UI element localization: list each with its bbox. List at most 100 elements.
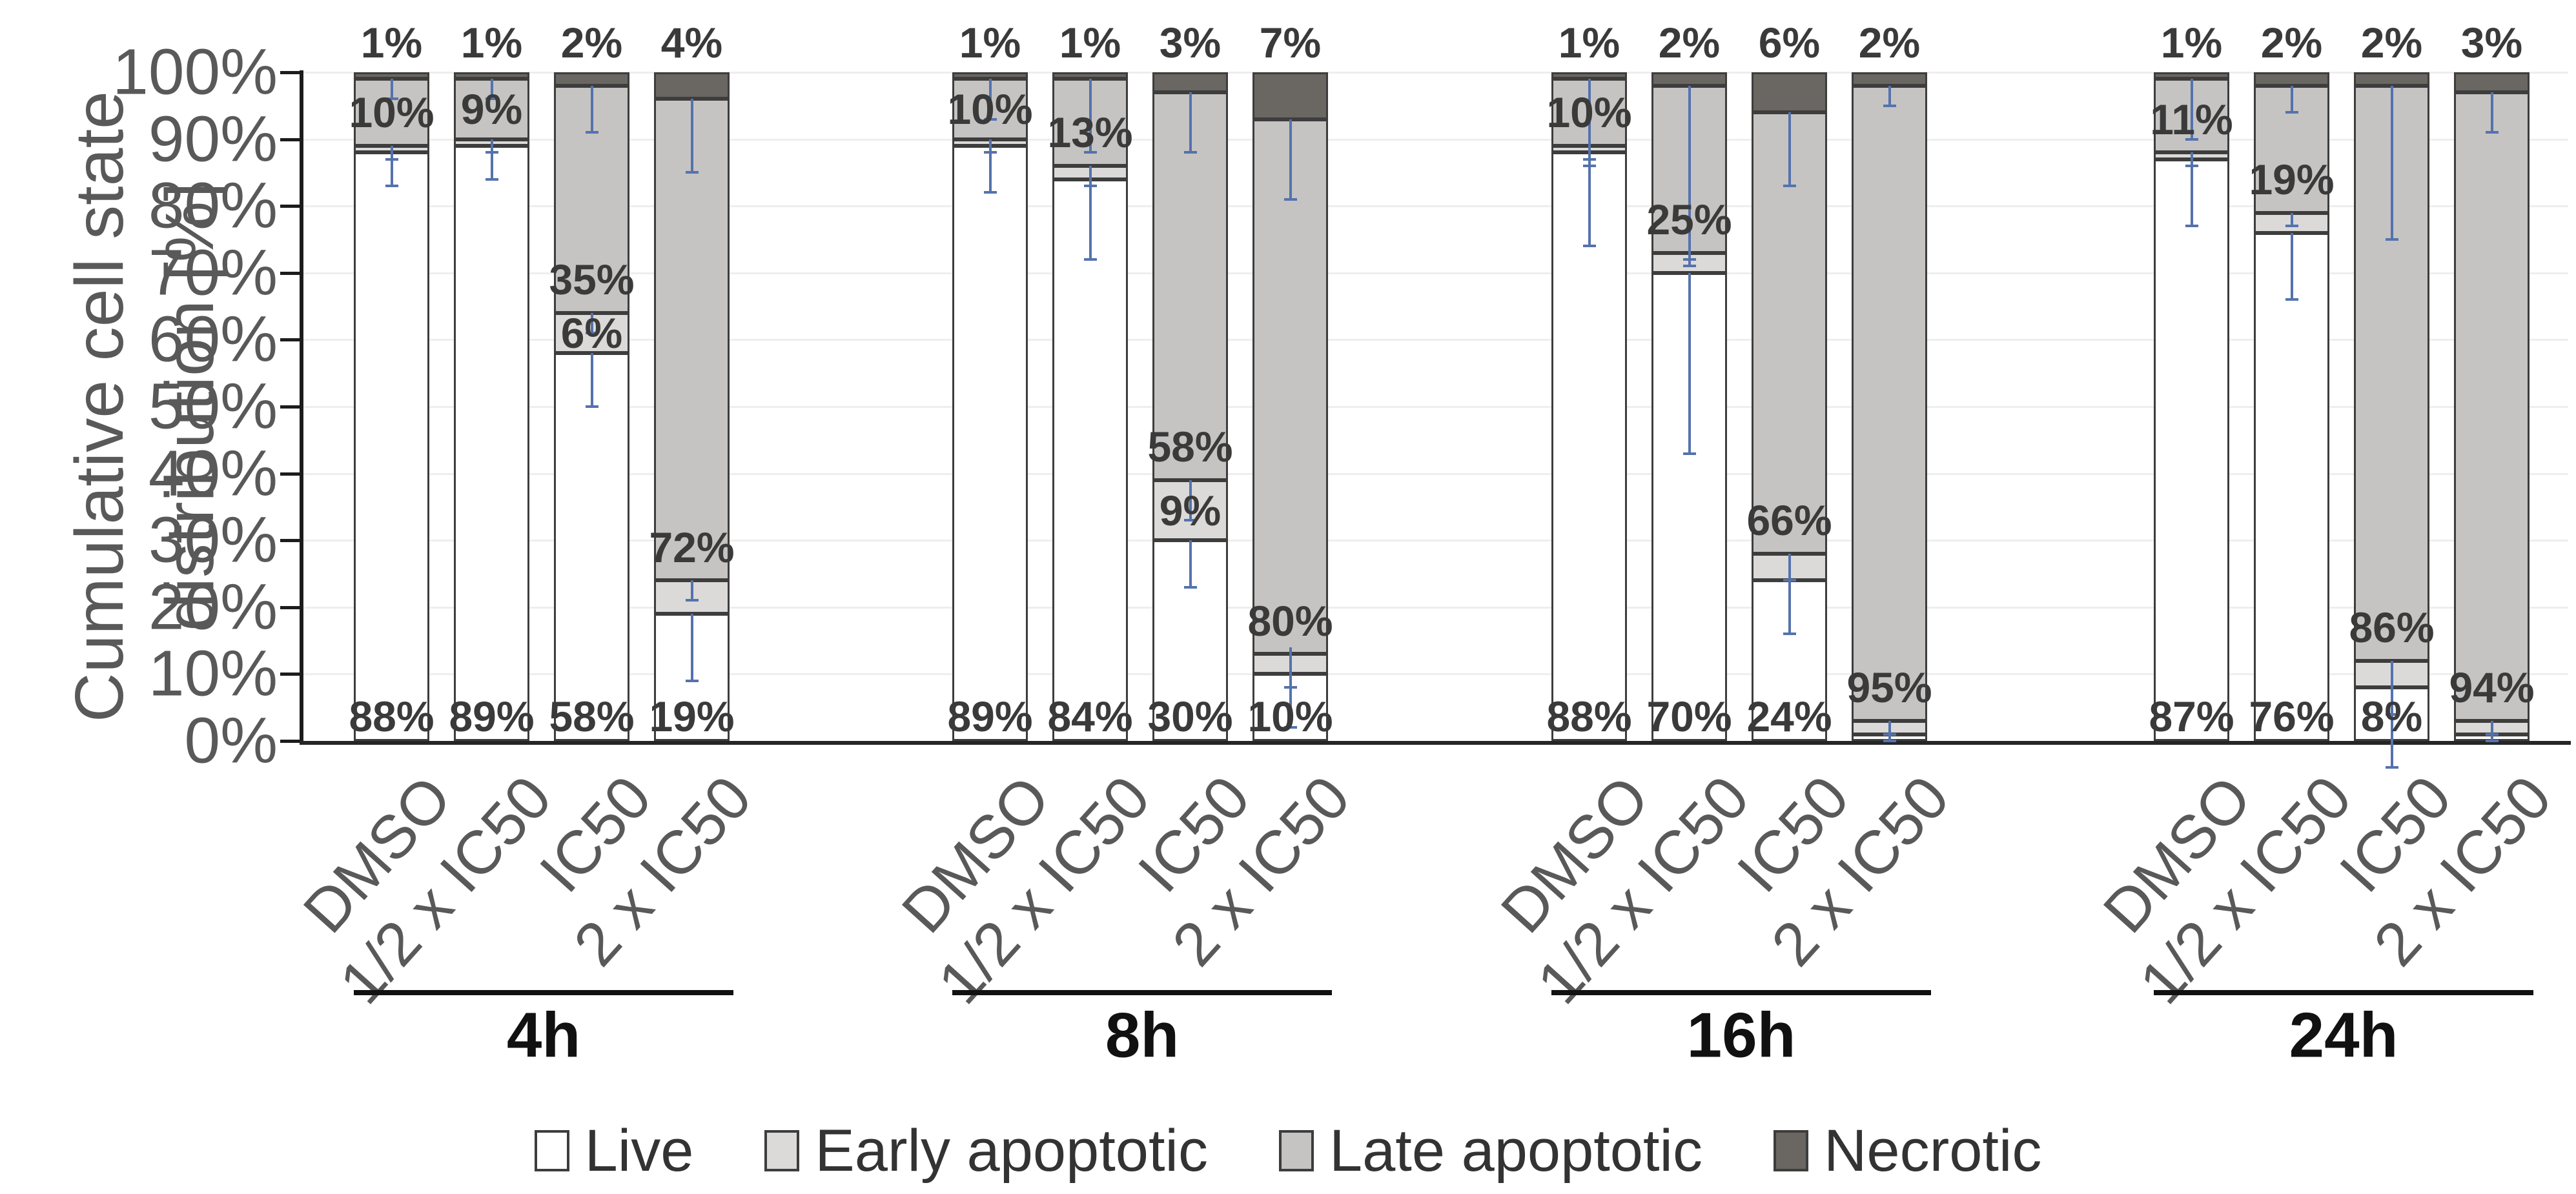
y-tick: [280, 673, 303, 676]
y-tick-label: 20%: [148, 571, 278, 643]
error-bar: [1888, 85, 1891, 106]
bar-segment-late-apoptotic: [1852, 85, 1927, 721]
error-bar-cap: [2285, 298, 2298, 301]
error-bar: [1089, 179, 1092, 260]
bar-segment-necrotic: [952, 72, 1028, 79]
error-bar: [2490, 720, 2493, 734]
bar-segment-live: [454, 145, 529, 741]
error-bar-cap: [983, 117, 997, 121]
segment-label-late-apoptotic: 80%: [1247, 596, 1333, 645]
bar-segment-live: [554, 353, 629, 741]
time-underline: [1551, 990, 1931, 995]
bar-segment-necrotic: [2454, 72, 2530, 93]
error-bar-cap: [685, 171, 699, 174]
segment-label-live: 87%: [2149, 693, 2234, 740]
error-bar-cap: [685, 679, 699, 682]
time-underline: [2154, 990, 2533, 995]
error-bar-cap: [1283, 726, 1297, 729]
error-bar: [1688, 252, 1691, 267]
bar-segment-late-apoptotic: [1152, 92, 1228, 480]
error-bar: [590, 353, 593, 407]
bar-segment-late-apoptotic: [2454, 92, 2530, 721]
bar-segment-necrotic: [2354, 72, 2429, 86]
legend-item: Necrotic: [1773, 1117, 2041, 1185]
error-bar-cap: [585, 332, 598, 335]
error-bar-cap: [2485, 740, 2499, 742]
error-bar-cap: [1783, 632, 1796, 636]
bar-segment-necrotic: [1651, 72, 1727, 86]
necrotic-value-label: 2%: [1658, 19, 1721, 66]
error-bar-cap: [2285, 225, 2298, 228]
time-underline: [354, 990, 733, 995]
y-gridline: [303, 272, 2568, 274]
segment-label-late-apoptotic: 13%: [1047, 108, 1133, 157]
legend: Live Early apoptotic Late apoptotic Necroti…: [0, 1109, 2576, 1193]
error-bar: [1588, 79, 1591, 167]
y-tick: [280, 71, 303, 74]
bar-segment-necrotic: [1551, 72, 1627, 79]
error-bar: [2390, 687, 2393, 768]
necrotic-value-label: 3%: [2460, 19, 2523, 66]
y-gridline: [303, 205, 2568, 208]
y-tick-label: 0%: [184, 704, 278, 777]
error-bar-cap: [1183, 519, 1197, 522]
bar-segment-necrotic: [2154, 72, 2229, 79]
y-gridline: [303, 606, 2568, 609]
segment-label-live: 89%: [449, 693, 535, 740]
necrotic-value-label: 1%: [2160, 19, 2223, 66]
y-tick: [280, 271, 303, 275]
bar-segment-live: [952, 145, 1028, 741]
legend-swatch-live: [534, 1130, 569, 1171]
segment-label-late-apoptotic: 19%: [2249, 155, 2335, 203]
y-tick-label: 10%: [148, 637, 278, 710]
y-tick-label: 30%: [148, 503, 278, 576]
y-gridline: [303, 406, 2568, 408]
segment-label-live: 30%: [1147, 693, 1233, 740]
error-bar-cap: [385, 97, 398, 101]
necrotic-value-label: 7%: [1259, 19, 1322, 66]
segment-label-late-apoptotic: 10%: [947, 85, 1033, 133]
error-bar: [2290, 85, 2293, 113]
error-bar: [1089, 166, 1092, 187]
error-bar: [988, 145, 992, 193]
y-tick: [280, 137, 303, 141]
y-tick-label: 50%: [148, 370, 278, 443]
bar-segment-live: [1052, 179, 1128, 741]
y-gridline: [303, 339, 2568, 341]
segment-label-late-apoptotic: 25%: [1646, 195, 1732, 243]
segment-label-live: 89%: [947, 693, 1033, 740]
error-bar: [1788, 112, 1791, 187]
y-tick-label: 90%: [148, 103, 278, 176]
bar-segment-necrotic: [1152, 72, 1228, 93]
time-label: 24h: [2289, 999, 2398, 1071]
bar-segment-late-apoptotic: [654, 99, 730, 581]
error-bar: [1888, 720, 1891, 734]
segment-label-late-apoptotic: 10%: [349, 88, 434, 137]
segment-label-late-apoptotic: 11%: [2150, 95, 2233, 143]
necrotic-value-label: 4%: [660, 19, 723, 66]
error-bar: [1688, 272, 1691, 454]
error-bar-cap: [2385, 238, 2398, 241]
y-gridline: [303, 673, 2568, 676]
y-tick: [280, 539, 303, 543]
error-bar-cap: [1283, 197, 1297, 201]
error-bar: [2190, 79, 2193, 139]
time-label: 8h: [1105, 999, 1180, 1071]
error-bar: [2290, 232, 2293, 300]
necrotic-value-label: 6%: [1758, 19, 1821, 66]
necrotic-value-label: 1%: [1558, 19, 1620, 66]
segment-label-late-apoptotic: 10%: [1546, 88, 1632, 137]
legend-swatch-early-apoptotic: [764, 1130, 800, 1171]
necrotic-value-label: 2%: [1858, 19, 1921, 66]
bar-segment-necrotic: [654, 72, 730, 99]
time-underline: [952, 990, 1332, 995]
error-bar-cap: [1083, 258, 1097, 261]
error-bar: [1588, 152, 1591, 247]
error-bar-cap: [2185, 225, 2198, 228]
error-bar: [690, 580, 693, 601]
y-tick: [280, 205, 303, 208]
error-bar: [490, 145, 493, 179]
segment-label-early-apoptotic: 9%: [1159, 486, 1222, 534]
legend-swatch-late-apoptotic: [1278, 1130, 1314, 1171]
y-tick-label: 70%: [148, 236, 278, 309]
